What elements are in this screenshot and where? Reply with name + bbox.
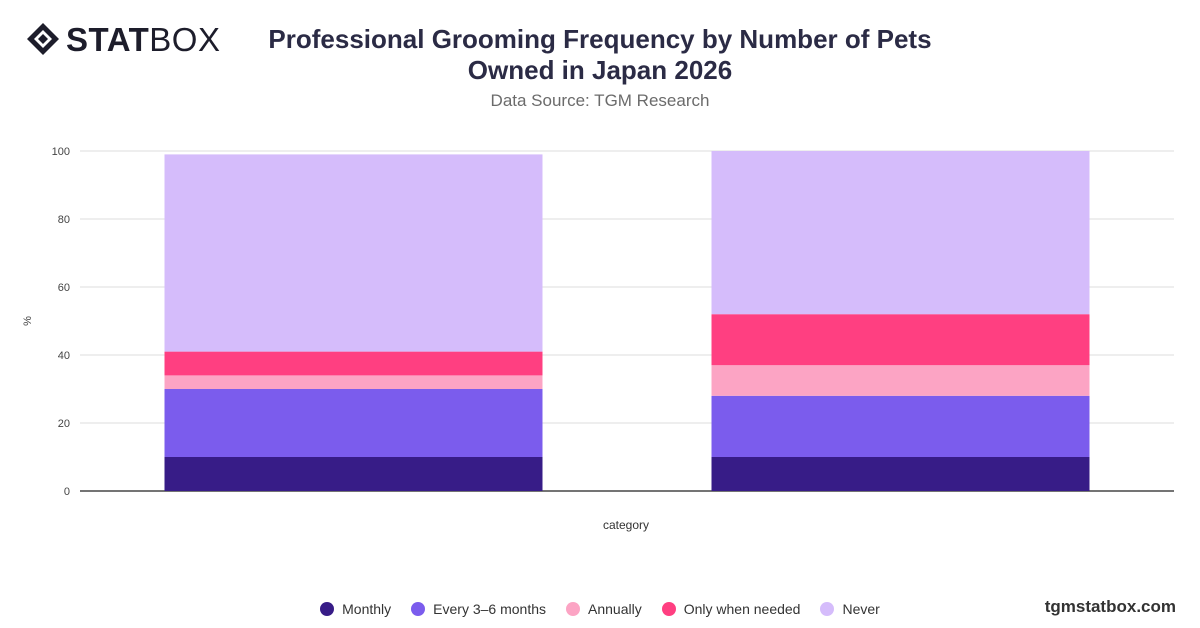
bar-segment [711,395,1090,457]
legend-label: Monthly [342,601,392,617]
legend-item: Only when needed [661,601,801,617]
legend-swatch [661,602,676,616]
y-tick-label: 40 [58,350,70,362]
bar-segment [164,389,543,457]
bar-segment [164,351,543,376]
legend-swatch [320,602,335,616]
bar-segment [711,314,1090,366]
bar-segment [164,457,543,491]
bar-segment [164,154,543,352]
legend-label: Every 3–6 months [433,601,547,617]
x-axis-label: category [603,518,649,532]
bar-segment [164,375,543,389]
chart-legend: Monthly Every 3–6 months Annually Only when… [0,601,1200,617]
y-tick-label: 20 [58,418,70,430]
chart-subtitle: Data Source: TGM Research [490,91,710,110]
y-tick-label: 80 [58,214,70,226]
statbox-logo: STATBOX [26,22,220,56]
y-tick-label: 0 [64,486,70,498]
bar-segment [711,457,1090,491]
logo-wordmark: STATBOX [66,23,220,56]
legend-label: Annually [588,601,642,617]
bar-segment [711,365,1090,396]
y-axis-label: % [22,316,34,326]
legend-item: Every 3–6 months [411,601,546,617]
y-tick-label: 60 [58,282,70,294]
legend-label: Never [842,601,880,617]
site-url: tgmstatbox.com [1044,597,1176,616]
legend-swatch [411,602,426,616]
chart-title: Professional Grooming Frequency by Numbe… [268,24,932,85]
legend-swatch [566,602,581,616]
y-tick-label: 100 [52,146,70,158]
bar-segment [711,151,1090,315]
legend-item: Annually [566,601,642,617]
legend-item: Never [820,601,880,617]
logo-bold-text: STAT [66,20,150,58]
diamond-logo-icon [27,23,59,55]
logo-light-text: BOX [149,20,221,58]
legend-item: Monthly [320,601,391,617]
legend-label: Only when needed [683,601,801,617]
legend-swatch [820,602,835,616]
